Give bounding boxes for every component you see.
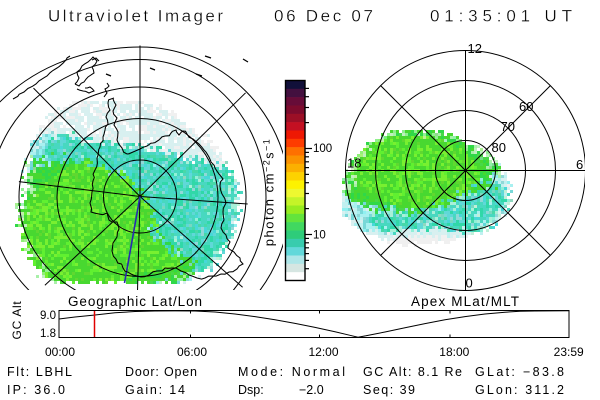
svg-text:GLat: −83.8: GLat: −83.8 bbox=[475, 365, 564, 379]
svg-text:Dsp:: Dsp: bbox=[238, 383, 264, 397]
svg-text:18: 18 bbox=[347, 156, 361, 171]
svg-text:Flt: LBHL: Flt: LBHL bbox=[7, 365, 72, 379]
svg-text:06 Dec 07: 06 Dec 07 bbox=[274, 7, 373, 26]
svg-text:Apex MLat/MLT: Apex MLat/MLT bbox=[411, 294, 519, 309]
svg-text:−2.0: −2.0 bbox=[299, 383, 324, 397]
svg-text:12:00: 12:00 bbox=[308, 345, 338, 359]
svg-text:9.0: 9.0 bbox=[40, 310, 56, 322]
svg-text:GC Alt: 8.1 Re: GC Alt: 8.1 Re bbox=[363, 365, 462, 379]
svg-text:00:00: 00:00 bbox=[45, 345, 75, 359]
svg-text:GLon: 311.2: GLon: 311.2 bbox=[475, 383, 564, 397]
svg-text:23:59: 23:59 bbox=[554, 345, 584, 359]
svg-text:Mode: Normal: Mode: Normal bbox=[238, 365, 345, 379]
svg-text:100: 100 bbox=[313, 143, 332, 155]
svg-text:60: 60 bbox=[519, 99, 533, 114]
svg-text:10: 10 bbox=[313, 230, 326, 242]
svg-text:Geographic Lat/Lon: Geographic Lat/Lon bbox=[68, 294, 202, 309]
svg-text:06:00: 06:00 bbox=[177, 345, 207, 359]
svg-text:GC Alt: GC Alt bbox=[10, 301, 24, 340]
svg-text:0: 0 bbox=[466, 276, 473, 291]
svg-text:Seq: 39: Seq: 39 bbox=[363, 383, 415, 397]
svg-text:70: 70 bbox=[501, 119, 515, 134]
svg-text:1.8: 1.8 bbox=[40, 328, 56, 340]
svg-text:01:35:01 UT: 01:35:01 UT bbox=[430, 7, 572, 26]
svg-text:12: 12 bbox=[468, 41, 482, 56]
svg-text:6: 6 bbox=[576, 157, 583, 172]
svg-text:Gain: 14: Gain: 14 bbox=[125, 383, 185, 397]
svg-text:18:00: 18:00 bbox=[439, 345, 469, 359]
svg-text:80: 80 bbox=[492, 140, 506, 155]
svg-text:photon cm−2s−1: photon cm−2s−1 bbox=[262, 138, 277, 246]
svg-text:Door: Open: Door: Open bbox=[125, 365, 197, 379]
